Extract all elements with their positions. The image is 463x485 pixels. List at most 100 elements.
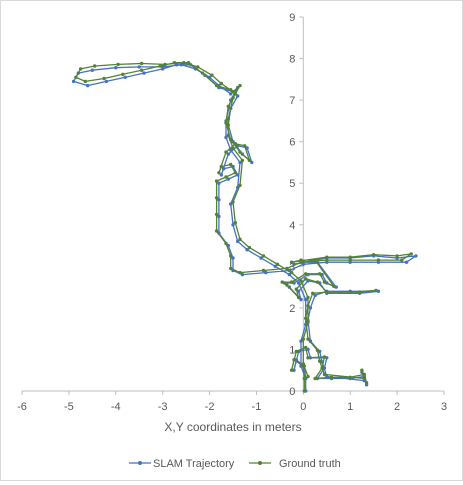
data-point <box>236 94 240 98</box>
data-point <box>245 248 249 252</box>
data-point <box>240 272 245 277</box>
data-point <box>179 63 184 67</box>
data-point <box>308 306 313 310</box>
data-point <box>296 295 301 300</box>
data-point <box>285 266 289 271</box>
data-point <box>238 270 242 275</box>
x-tick-label: 2 <box>394 401 400 413</box>
data-point <box>322 280 327 284</box>
data-point <box>299 297 303 302</box>
data-point <box>224 150 228 154</box>
data-point <box>233 171 237 175</box>
data-point <box>226 133 230 138</box>
data-point <box>231 223 235 227</box>
data-point <box>214 196 219 200</box>
data-point <box>219 164 223 169</box>
data-point <box>325 255 329 259</box>
data-point <box>318 359 322 363</box>
data-point <box>302 376 306 381</box>
y-tick-label: 8 <box>289 54 295 66</box>
data-point <box>231 200 235 204</box>
data-point <box>320 366 324 370</box>
data-point <box>304 345 308 350</box>
y-tick-label: 4 <box>289 220 295 232</box>
data-point <box>226 117 230 121</box>
data-point <box>214 179 219 183</box>
data-point <box>217 171 221 175</box>
data-point <box>315 348 320 352</box>
data-point <box>231 146 235 150</box>
data-point <box>329 375 334 379</box>
data-point <box>409 252 413 256</box>
data-point <box>214 83 219 88</box>
series-ground-truth <box>74 61 413 393</box>
data-point <box>229 266 233 271</box>
data-point <box>121 72 125 77</box>
data-point <box>214 229 219 233</box>
data-point <box>301 337 305 341</box>
data-point <box>238 237 242 241</box>
data-point <box>226 152 230 156</box>
data-point <box>304 316 308 320</box>
data-point <box>332 284 336 288</box>
y-tick-label: 1 <box>289 344 295 356</box>
data-point <box>172 61 177 65</box>
data-point <box>186 61 191 65</box>
data-point <box>306 356 310 360</box>
data-point <box>285 283 289 287</box>
data-point <box>348 290 352 294</box>
data-point <box>404 260 409 264</box>
data-point <box>217 198 221 202</box>
data-point <box>236 173 240 177</box>
y-tick-label: 0 <box>289 386 295 398</box>
data-point <box>275 262 280 266</box>
data-point <box>229 88 233 92</box>
data-point <box>243 144 247 148</box>
legend-label-ground-truth: Ground truth <box>279 458 341 470</box>
data-point <box>71 79 76 84</box>
data-point <box>238 160 242 165</box>
data-point <box>325 258 329 262</box>
data-point <box>231 96 235 100</box>
data-point <box>289 270 294 275</box>
data-point <box>123 75 127 80</box>
data-point <box>139 61 144 66</box>
data-point <box>302 389 306 393</box>
data-point <box>182 61 186 65</box>
data-point <box>224 241 228 246</box>
data-point <box>348 255 352 259</box>
series-line <box>75 62 412 391</box>
data-point <box>238 150 242 154</box>
data-point <box>226 104 230 109</box>
data-point <box>289 280 294 284</box>
y-tick-label: 6 <box>289 137 295 149</box>
data-point <box>299 260 303 264</box>
data-point <box>318 272 322 276</box>
data-point <box>224 121 228 125</box>
y-tick-label: 7 <box>289 95 295 107</box>
data-point <box>306 347 310 352</box>
data-point <box>304 272 308 276</box>
data-point <box>224 135 228 140</box>
data-point <box>289 260 294 264</box>
data-point <box>306 304 310 308</box>
axes <box>22 17 444 392</box>
data-point <box>374 288 378 293</box>
data-point <box>78 67 83 71</box>
data-point <box>296 281 301 285</box>
series-layer <box>71 61 418 393</box>
data-point <box>85 83 90 88</box>
data-point <box>376 258 381 262</box>
data-point <box>306 295 310 300</box>
data-point <box>301 362 305 366</box>
x-tick-label: 3 <box>441 401 447 413</box>
data-point <box>348 258 352 262</box>
data-point <box>313 293 317 298</box>
data-point <box>250 160 254 165</box>
data-point <box>102 76 106 81</box>
x-tick-label: -3 <box>158 401 168 413</box>
data-point <box>292 368 296 372</box>
y-tick-label: 5 <box>289 178 295 190</box>
